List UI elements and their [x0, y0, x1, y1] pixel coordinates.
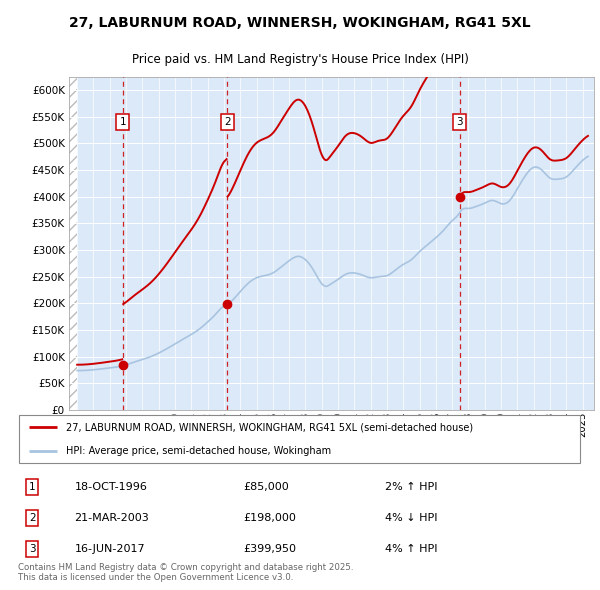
Text: HPI: Average price, semi-detached house, Wokingham: HPI: Average price, semi-detached house,… — [66, 446, 331, 456]
Text: 2: 2 — [29, 513, 35, 523]
Text: £399,950: £399,950 — [244, 543, 296, 553]
Text: £198,000: £198,000 — [244, 513, 296, 523]
Text: 21-MAR-2003: 21-MAR-2003 — [74, 513, 149, 523]
Text: Contains HM Land Registry data © Crown copyright and database right 2025.
This d: Contains HM Land Registry data © Crown c… — [18, 563, 353, 582]
Text: 4% ↑ HPI: 4% ↑ HPI — [385, 543, 437, 553]
Text: 2: 2 — [224, 117, 231, 127]
FancyBboxPatch shape — [19, 415, 580, 463]
Text: 1: 1 — [119, 117, 126, 127]
Text: 4% ↓ HPI: 4% ↓ HPI — [385, 513, 437, 523]
Text: 1: 1 — [29, 482, 35, 492]
Text: 3: 3 — [457, 117, 463, 127]
Text: 27, LABURNUM ROAD, WINNERSH, WOKINGHAM, RG41 5XL (semi-detached house): 27, LABURNUM ROAD, WINNERSH, WOKINGHAM, … — [66, 422, 473, 432]
Text: 16-JUN-2017: 16-JUN-2017 — [74, 543, 145, 553]
Text: 3: 3 — [29, 543, 35, 553]
Text: 2% ↑ HPI: 2% ↑ HPI — [385, 482, 437, 492]
Text: 18-OCT-1996: 18-OCT-1996 — [74, 482, 147, 492]
Text: Price paid vs. HM Land Registry's House Price Index (HPI): Price paid vs. HM Land Registry's House … — [131, 53, 469, 66]
Text: £85,000: £85,000 — [244, 482, 289, 492]
Text: 27, LABURNUM ROAD, WINNERSH, WOKINGHAM, RG41 5XL: 27, LABURNUM ROAD, WINNERSH, WOKINGHAM, … — [69, 17, 531, 30]
